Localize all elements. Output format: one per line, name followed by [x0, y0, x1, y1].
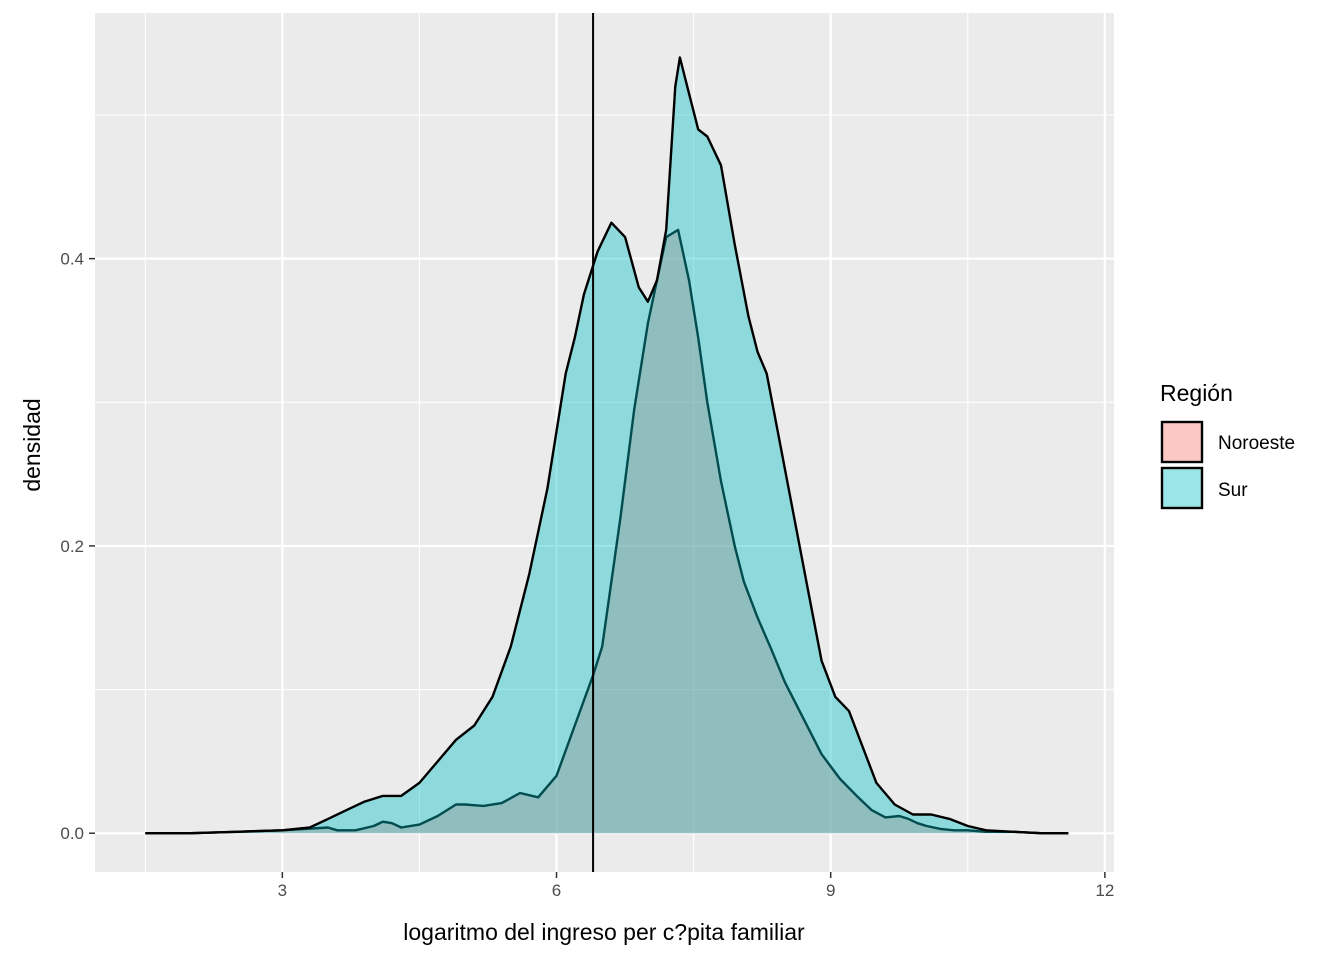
plot-panel	[95, 13, 1114, 872]
legend-key-noroeste	[1160, 420, 1204, 464]
x-tick-label: 6	[552, 881, 561, 900]
density-line-sur	[145, 56, 1069, 835]
y-tick-label: 0.4	[60, 250, 84, 269]
density-area-sur	[145, 57, 1069, 834]
panel-background	[95, 13, 1114, 872]
legend-label-noroeste: Noroeste	[1218, 433, 1295, 454]
legend-key-sur	[1160, 466, 1204, 510]
x-tick-label: 3	[278, 881, 287, 900]
density-area-noroeste	[145, 229, 1069, 834]
density-series	[145, 56, 1069, 835]
y-tick-label: 0.2	[60, 537, 84, 556]
y-axis-title: densidad	[19, 398, 45, 491]
x-axis-title: logaritmo del ingreso per c?pita familia…	[403, 919, 805, 945]
legend-title: Región	[1160, 380, 1233, 406]
legend: Región Noroeste Sur	[1160, 380, 1295, 510]
x-tick-label: 9	[826, 881, 835, 900]
x-tick-label: 12	[1095, 881, 1114, 900]
grid-lines	[95, 13, 1114, 872]
legend-label-sur: Sur	[1218, 480, 1248, 501]
density-line-noroeste	[145, 228, 1069, 835]
axes: 3 6 9 12 0.0 0.2 0.4	[60, 250, 1114, 900]
y-tick-label: 0.0	[60, 824, 84, 843]
